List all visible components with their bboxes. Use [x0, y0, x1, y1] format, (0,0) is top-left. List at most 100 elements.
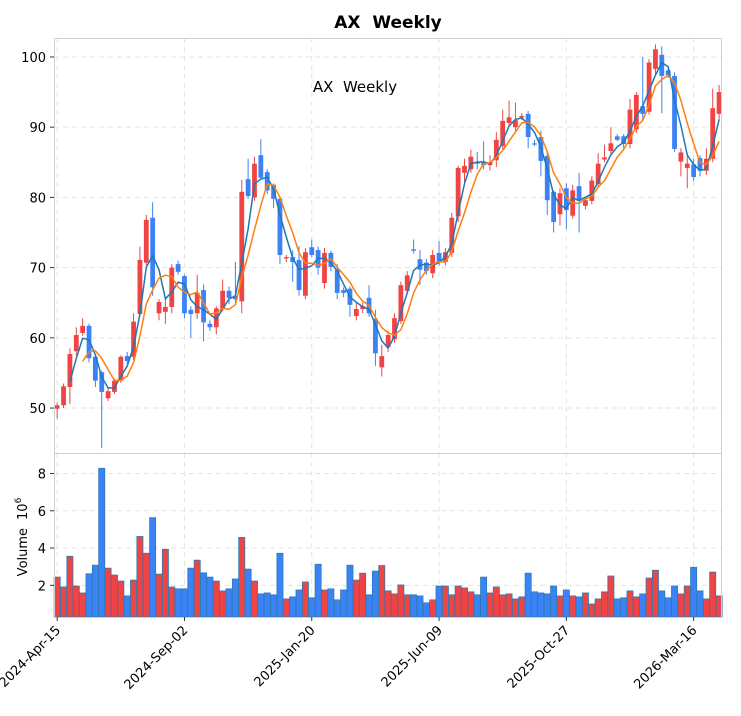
candle-body: [201, 290, 206, 323]
x-tick-label: 2026-Mar-16: [631, 623, 700, 692]
candle-body: [583, 200, 588, 206]
volume-bar: [499, 594, 507, 618]
volume-bar: [607, 575, 615, 618]
candle-body: [99, 372, 105, 392]
candle-body: [92, 356, 98, 381]
volume-bar: [645, 577, 653, 618]
volume-bar: [690, 566, 698, 618]
volume-bar: [581, 592, 589, 618]
price-tick-label: 80: [29, 191, 46, 206]
volume-bar: [149, 517, 157, 618]
volume-bar: [658, 590, 666, 618]
candle-body: [474, 162, 480, 164]
x-tick-label: 2024-Sep-02: [122, 623, 192, 693]
x-tick-label: 2025-Oct-27: [505, 623, 573, 691]
volume-bar: [505, 593, 513, 618]
volume-bar: [391, 593, 398, 618]
volume-bar: [257, 593, 265, 618]
volume-bar: [340, 589, 348, 618]
volume-bar: [511, 598, 519, 618]
candle-body: [417, 259, 423, 270]
volume-bar: [575, 596, 583, 618]
volume-bar: [524, 572, 532, 618]
volume-axis-label: Volume106: [14, 497, 31, 576]
candle-body: [449, 217, 455, 253]
candle-body: [493, 139, 499, 161]
volume-bar: [251, 580, 258, 618]
candle-body: [697, 158, 703, 171]
volume-bar: [562, 589, 570, 618]
volume-bar: [473, 594, 481, 618]
volume-bar: [263, 592, 271, 618]
volume-bar: [543, 593, 551, 618]
volume-bar: [219, 590, 227, 618]
volume-bar: [282, 598, 290, 618]
candle-body: [54, 405, 60, 409]
candle-body: [156, 302, 162, 314]
volume-bar: [613, 598, 621, 618]
volume-bar: [461, 587, 468, 618]
candle-body: [188, 309, 194, 314]
volume-bar: [136, 536, 144, 618]
candle-body: [544, 155, 550, 201]
volume-bar: [327, 588, 335, 618]
candle-body: [563, 188, 569, 211]
candle-body: [519, 115, 525, 118]
candle-body: [290, 257, 296, 263]
moving-averages: [69, 61, 720, 389]
volume-bar: [161, 548, 169, 618]
candle-body: [455, 167, 461, 217]
volume-bar: [123, 595, 131, 618]
volume-bar: [308, 597, 316, 618]
chart-annotation: AX Weekly: [313, 78, 397, 96]
candle-body: [73, 335, 79, 352]
volume-bar: [403, 594, 411, 618]
volume-bar: [79, 592, 87, 618]
candle-body: [175, 264, 181, 272]
candle-body: [589, 180, 595, 201]
candle-body: [309, 247, 315, 255]
candle-body: [404, 275, 410, 291]
volume-bar: [193, 559, 201, 618]
volume-bar: [397, 584, 405, 618]
volume-bar: [429, 599, 437, 618]
volume-bar: [441, 585, 449, 618]
candle-body: [653, 49, 658, 69]
volume-bar: [130, 579, 138, 618]
price-tick-label: 90: [29, 121, 46, 136]
volume-tick-label: 6: [38, 505, 46, 520]
candle-body: [302, 252, 308, 296]
volume-bar: [98, 467, 106, 618]
candle-body: [640, 106, 646, 114]
candle-body: [258, 155, 264, 178]
volume-bar: [200, 572, 208, 618]
volume-bar: [333, 599, 341, 618]
volume-bar: [410, 594, 418, 618]
volume-bar: [550, 585, 558, 618]
volume-bar: [289, 596, 297, 618]
volume-bar: [295, 589, 303, 618]
candle-body: [360, 306, 366, 310]
volume-bar: [276, 552, 284, 618]
volume-bar: [365, 594, 373, 618]
candle-body: [627, 109, 633, 145]
candle-body: [150, 217, 156, 288]
volume-bar: [486, 592, 494, 618]
candle-body: [334, 269, 340, 293]
volume-bar: [314, 563, 322, 618]
candle-body: [169, 267, 175, 307]
volume-bar: [352, 579, 360, 618]
volume-bar: [467, 591, 475, 618]
chart-title: AX Weekly: [334, 13, 442, 33]
candle-body: [105, 391, 111, 399]
price-tick-label: 100: [21, 51, 46, 66]
volume-bar: [346, 564, 354, 618]
candle-body: [576, 186, 582, 201]
ma-long-line: [81, 74, 720, 382]
volume-bar: [155, 573, 163, 618]
volume-bar: [359, 572, 367, 618]
candle-body: [80, 325, 86, 333]
volume-bar: [301, 581, 309, 618]
candle-body: [691, 164, 697, 178]
volume-bar: [91, 564, 99, 618]
